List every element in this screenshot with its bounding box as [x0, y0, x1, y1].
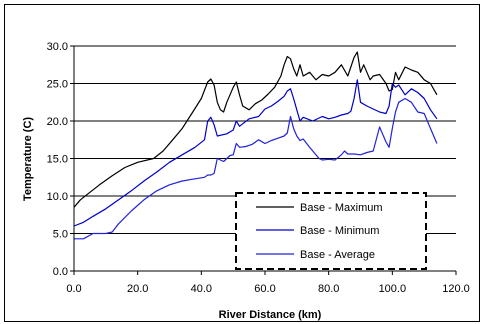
y-tick-label: 0.0 — [53, 266, 68, 278]
legend: Base - Maximum Base - Minimum Base - Ave… — [235, 192, 427, 270]
axes — [70, 45, 457, 275]
y-tick-label: 25.0 — [47, 79, 68, 91]
y-tick-label: 20.0 — [47, 116, 68, 128]
series-line-average — [74, 97, 438, 240]
y-tick-label: 15.0 — [47, 154, 68, 166]
y-tick-label: 5.0 — [53, 229, 68, 241]
series-line-maximum — [73, 51, 438, 208]
y-tick-labels: 0.0 5.0 10.0 15.0 20.0 25.0 30.0 — [47, 41, 68, 278]
y-tick-label: 10.0 — [47, 191, 68, 203]
series-line-minimum — [73, 79, 438, 227]
x-tick-label: 20.0 — [127, 283, 148, 295]
x-tick-label: 120.0 — [442, 283, 470, 295]
x-tick-label: 60.0 — [254, 283, 275, 295]
x-tick-label: 80.0 — [318, 283, 339, 295]
legend-box — [235, 192, 427, 270]
x-tick-label: 100.0 — [379, 283, 407, 295]
y-tick-label: 30.0 — [47, 41, 68, 53]
series-layer — [73, 51, 438, 240]
x-tick-labels: 0.0 20.0 40.0 60.0 80.0 100.0 120.0 — [66, 283, 469, 295]
x-tick-label: 40.0 — [191, 283, 212, 295]
legend-label-avg: Base - Average — [300, 249, 375, 261]
legend-label-min: Base - Minimum — [300, 225, 379, 237]
x-axis-title: River Distance (km) — [219, 309, 322, 321]
legend-label-max: Base - Maximum — [300, 202, 383, 214]
y-axis-title: Temperature (C) — [22, 117, 34, 201]
x-tick-label: 0.0 — [66, 283, 81, 295]
